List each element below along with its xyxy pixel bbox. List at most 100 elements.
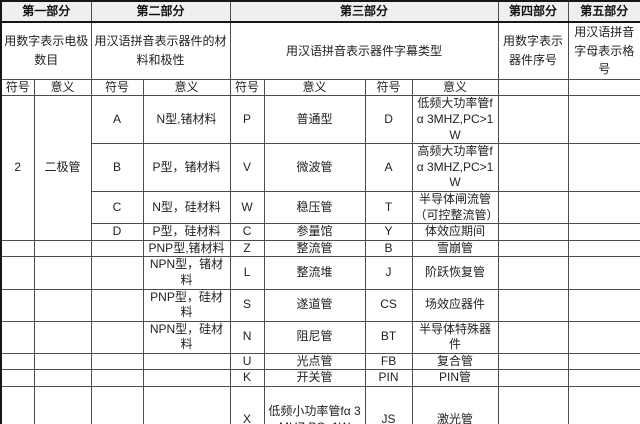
part3b-symbol-cell: T [364, 190, 413, 225]
part3a-meaning-cell: 整流管 [263, 239, 366, 258]
part3b-meaning-cell: 半导体特殊器件 [411, 320, 499, 354]
part3a-meaning-cell: 稳压管 [263, 190, 366, 225]
part1-symbol-cell [0, 288, 35, 322]
part2-symbol-header: 符号 [90, 78, 144, 97]
part4-empty-cell [497, 256, 569, 290]
part1-meaning-cell [33, 288, 92, 322]
part2-symbol-cell [90, 288, 144, 322]
part4-empty-cell [497, 95, 569, 145]
part5-empty-cell [567, 256, 640, 290]
part3b-meaning-cell: 体效应期间 [411, 223, 499, 241]
part5-empty-cell [567, 369, 640, 388]
part4-empty-cell [497, 78, 569, 97]
part1-symbol-cell [0, 369, 35, 388]
table-row: PNP型，硅材料 S 遂道管 CS 场效应器件 [0, 288, 640, 322]
part1-symbol-cell [0, 239, 35, 258]
part3b-symbol-cell: Y [364, 223, 413, 241]
part1-symbol-cell [0, 386, 35, 424]
part3a-symbol-cell: L [229, 256, 265, 290]
part1-meaning-header: 意义 [33, 78, 92, 97]
part3-desc: 用汉语拼音表示器件字幕类型 [229, 21, 499, 80]
part3b-meaning-cell: 低频大功率管fα 3MHZ,PC>1W [411, 95, 499, 145]
part3-title: 第三部分 [229, 0, 499, 23]
part3a-meaning-cell: 光点管 [263, 352, 366, 371]
part3a-meaning-cell: 微波管 [263, 143, 366, 192]
part3a-symbol-header: 符号 [229, 78, 265, 97]
part2-meaning-cell: PNP型,锗材料 [142, 239, 231, 258]
part2-meaning-cell [142, 386, 231, 424]
part1-meaning-cell [33, 369, 92, 388]
part2-title: 第二部分 [90, 0, 231, 23]
part4-empty-cell [497, 143, 569, 192]
part2-symbol-cell [90, 369, 144, 388]
part2-symbol-cell: B [90, 143, 144, 192]
part4-empty-cell [497, 288, 569, 322]
section-title-row: 第一部分 第二部分 第三部分 第四部分 第五部分 [0, 0, 640, 23]
part3b-symbol-cell: D [364, 95, 413, 145]
part4-empty-cell [497, 369, 569, 388]
part3b-symbol-cell: CS [364, 288, 413, 322]
part3b-meaning-header: 意义 [411, 78, 499, 97]
part4-empty-cell [497, 190, 569, 225]
part3b-meaning-cell: 半导体闸流管（可控整流管） [411, 190, 499, 225]
part5-title: 第五部分 [567, 0, 640, 23]
table-row: D P型，硅材料 C 参量馆 Y 体效应期间 [1, 223, 640, 241]
part3a-meaning-cell: 遂道管 [263, 288, 366, 322]
part3a-meaning-cell: 参量馆 [263, 223, 366, 241]
part3a-symbol-cell: P [229, 95, 265, 145]
part3a-meaning-cell: 整流堆 [263, 256, 366, 290]
table-row: U 光点管 FB 复合管 [0, 352, 640, 371]
table-row: X 低频小功率管fα 3MHZ,PC<1W JS 激光管 [0, 386, 640, 424]
part1-symbol-cell [0, 256, 35, 290]
part1-meaning-cell [33, 239, 92, 258]
table-row: NPN型，硅材料 N 阻尼管 BT 半导体特殊器件 [0, 320, 640, 354]
table-row: K 开关管 PIN PIN管 [0, 369, 640, 388]
part1-desc: 用数字表示电极数目 [0, 21, 92, 80]
part3b-meaning-cell: 复合管 [411, 352, 499, 371]
table-row: NPN型，锗材料 L 整流堆 J 阶跃恢复管 [0, 256, 640, 290]
part1-symbol-cell [0, 352, 35, 371]
part3b-meaning-cell: 场效应器件 [411, 288, 499, 322]
part1-meaning-cell [33, 256, 92, 290]
part3a-symbol-cell: V [229, 143, 265, 192]
part2-symbol-cell: C [90, 190, 144, 225]
part1-title: 第一部分 [0, 0, 92, 23]
part4-empty-cell [497, 223, 569, 241]
part5-empty-cell [567, 95, 640, 145]
part3a-meaning-cell: 阻尼管 [263, 320, 366, 354]
part3b-meaning-cell: PIN管 [411, 369, 499, 388]
part4-empty-cell [497, 239, 569, 258]
part3a-symbol-cell: C [229, 223, 265, 241]
part2-symbol-cell [90, 320, 144, 354]
part2-meaning-cell [142, 352, 231, 371]
part3a-meaning-cell: 低频小功率管fα 3MHZ,PC<1W [263, 386, 366, 424]
part5-empty-cell [567, 190, 640, 225]
part2-meaning-cell: NPN型，锗材料 [142, 256, 231, 290]
part2-meaning-header: 意义 [142, 78, 231, 97]
table-row: PNP型,锗材料 Z 整流管 B 雪崩管 [0, 239, 640, 258]
part4-title: 第四部分 [497, 0, 569, 23]
part2-symbol-cell [90, 256, 144, 290]
part3a-symbol-cell: U [229, 352, 265, 371]
part1-symbol-cell: 2 [0, 95, 35, 241]
part3b-symbol-cell: FB [364, 352, 413, 371]
part4-empty-cell [497, 352, 569, 371]
part3b-symbol-header: 符号 [364, 78, 413, 97]
table-row: 2 二极管 A N型,锗材料 P 普通型 D 低频大功率管fα 3MHZ,PC>… [0, 95, 640, 241]
part3b-meaning-cell: 高频大功率管fα 3MHZ,PC>1W [411, 143, 499, 192]
part3a-meaning-header: 意义 [263, 78, 366, 97]
part3a-symbol-cell: K [229, 369, 265, 388]
part2-meaning-cell: N型，硅材料 [142, 190, 231, 225]
part3a-meaning-cell: 开关管 [263, 369, 366, 388]
part5-empty-cell [567, 352, 640, 371]
table-row: C N型，硅材料 W 稳压管 T 半导体闸流管（可控整流管） [1, 190, 640, 225]
part5-empty-cell [567, 223, 640, 241]
part5-desc: 用汉语拼音字母表示格号 [567, 21, 640, 80]
part2-meaning-cell [142, 369, 231, 388]
section-desc-row: 用数字表示电极数目 用汉语拼音表示器件的材料和极性 用汉语拼音表示器件字幕类型 … [0, 21, 640, 80]
part3b-symbol-cell: BT [364, 320, 413, 354]
part2-symbol-cell [90, 352, 144, 371]
part3a-symbol-cell: Z [229, 239, 265, 258]
part3b-meaning-cell: 激光管 [411, 386, 499, 424]
